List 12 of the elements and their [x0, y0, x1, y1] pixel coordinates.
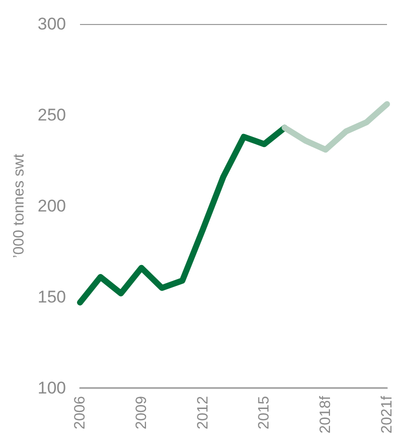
y-tick-label: 100 [38, 378, 66, 398]
x-tick-label: 2006 [72, 396, 88, 430]
x-tick-label: 2015 [256, 396, 273, 430]
y-tick-label: 250 [38, 106, 66, 124]
x-tick-label: 2012 [194, 396, 212, 430]
x-tick-label: 2021f [378, 395, 396, 434]
y-tick-label: 150 [38, 288, 66, 306]
y-tick-label: 200 [38, 196, 66, 216]
x-tick-label: 2009 [132, 396, 150, 430]
y-tick-label: 300 [38, 14, 66, 34]
y-axis-title: ’000 tonnes swt [10, 153, 28, 258]
x-tick-label: 2018f [317, 395, 334, 434]
